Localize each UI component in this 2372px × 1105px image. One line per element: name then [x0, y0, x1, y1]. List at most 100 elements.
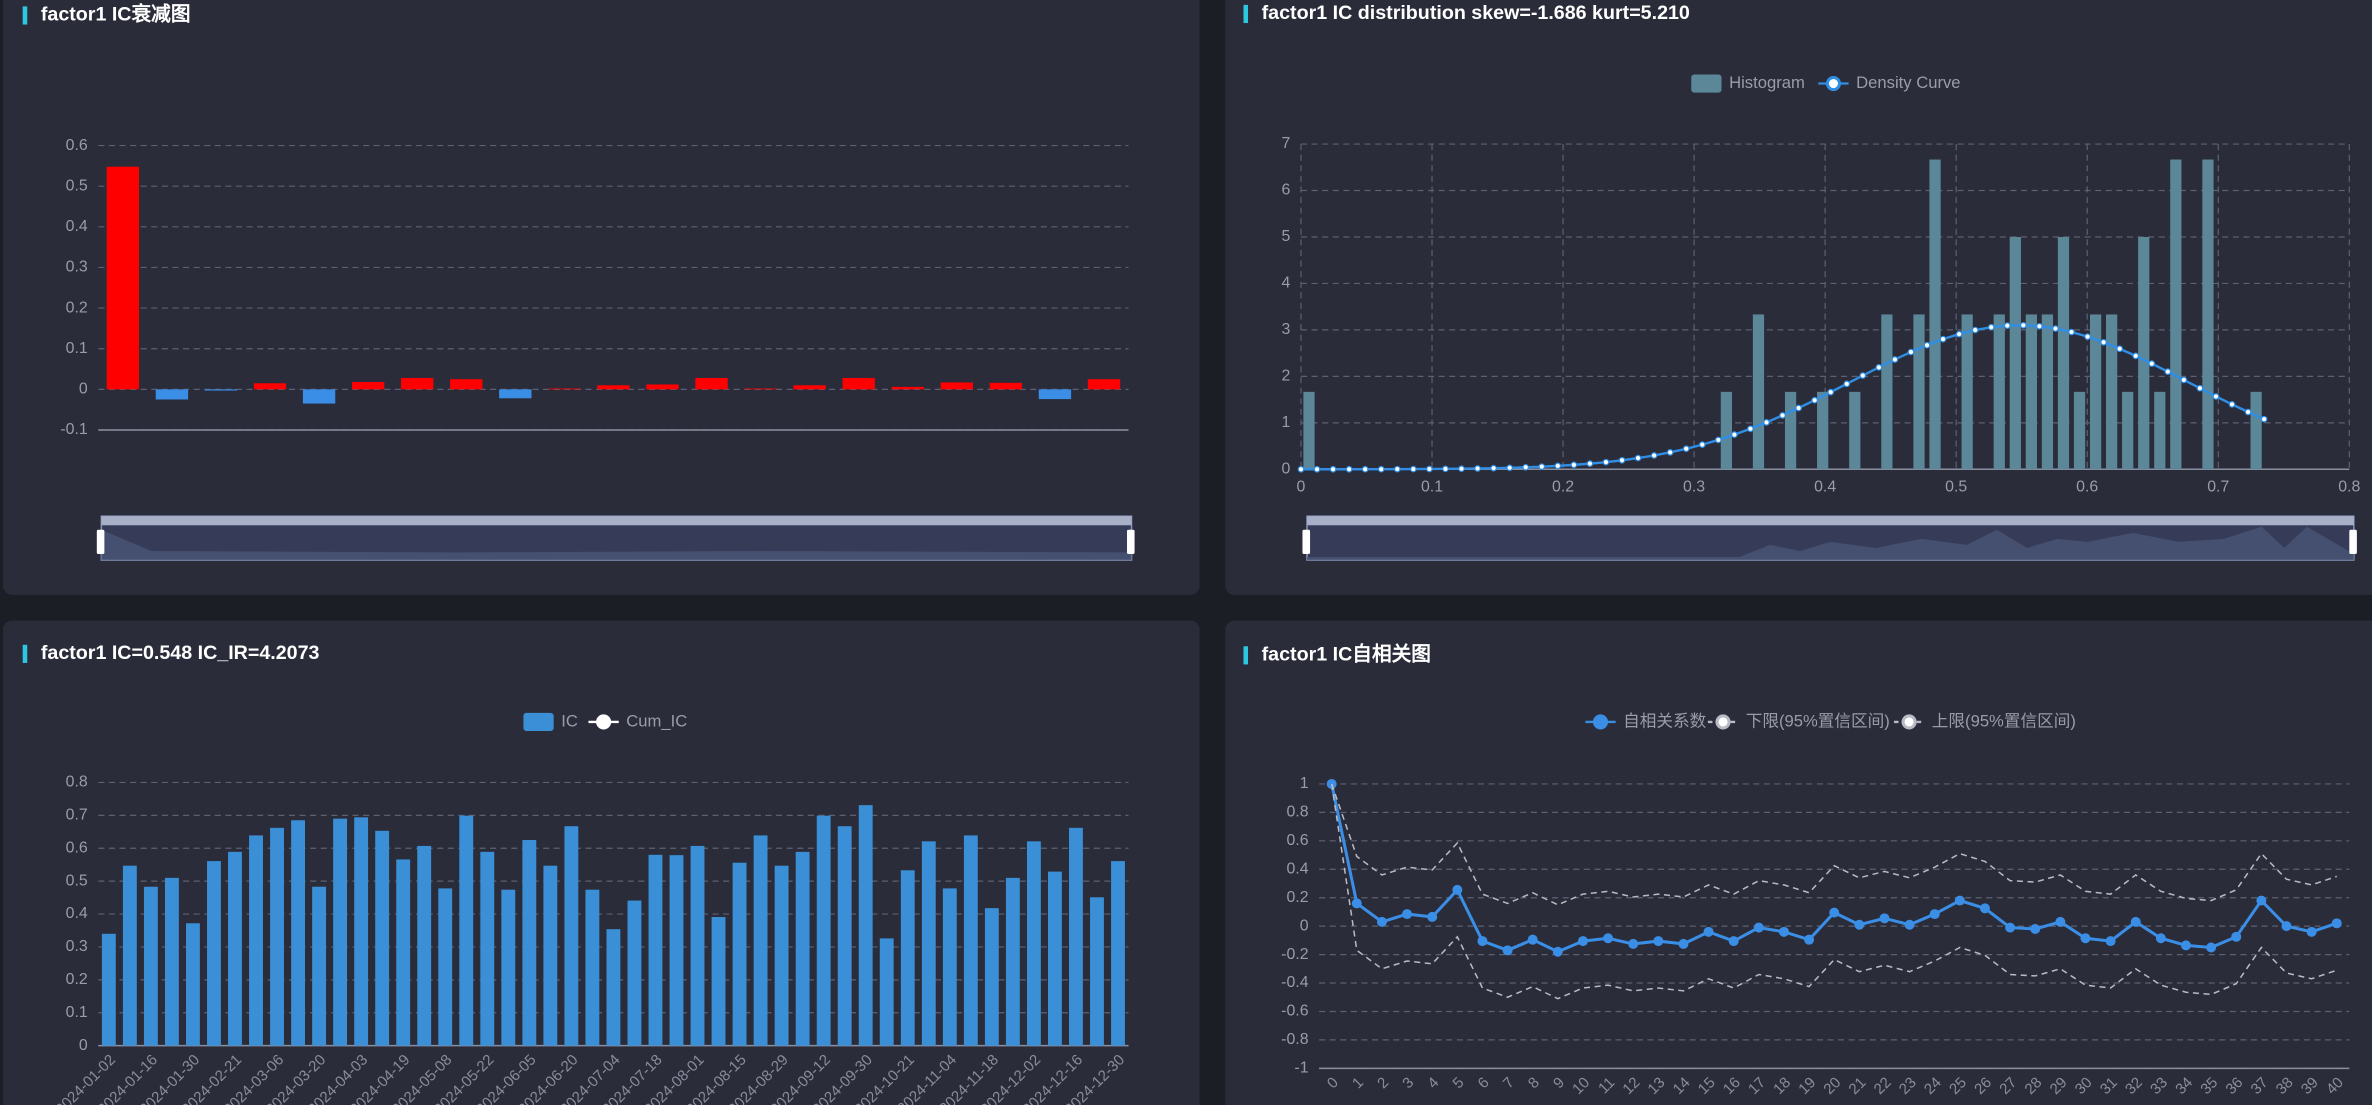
- point: [1678, 938, 1689, 949]
- bar: [143, 886, 158, 1046]
- y-tick-label: -0.4: [1281, 974, 1309, 991]
- bar: [753, 835, 768, 1046]
- y-tick-label: 0: [1282, 460, 1291, 477]
- point: [2231, 931, 2242, 942]
- bar: [564, 826, 579, 1046]
- slider-preview: [101, 529, 1132, 561]
- slider-handle[interactable]: [96, 529, 105, 555]
- x-tick-label: 20: [1821, 1074, 1845, 1098]
- slider-bar[interactable]: [1307, 516, 2354, 526]
- legend-label: 上限(95%置信区间): [1932, 711, 2076, 730]
- curve-point: [2212, 393, 2220, 400]
- curve-point: [1811, 396, 1818, 404]
- histogram-bar: [1881, 314, 1893, 470]
- bar: [1069, 827, 1083, 1046]
- point: [1402, 909, 1413, 920]
- panel: [1225, 0, 2372, 595]
- curve-point: [1602, 458, 1610, 466]
- bar: [1038, 389, 1072, 400]
- curve-point: [1907, 348, 1915, 356]
- legend-marker: [596, 714, 612, 730]
- x-tick-label: 24: [1921, 1074, 1945, 1098]
- chart-title: factor1 IC distribution skew=-1.686 kurt…: [1262, 2, 1690, 24]
- bar: [940, 382, 974, 390]
- point: [2030, 924, 2041, 934]
- x-tick-label: 12: [1619, 1074, 1643, 1098]
- point: [1703, 926, 1714, 937]
- point: [2130, 916, 2141, 927]
- chart-title: factor1 IC自相关图: [1262, 643, 1431, 666]
- bar: [842, 377, 875, 390]
- point: [2055, 916, 2066, 927]
- curve-point: [2116, 345, 2123, 353]
- y-tick-label: -0.8: [1281, 1031, 1309, 1048]
- bar: [963, 835, 978, 1046]
- bar: [606, 929, 621, 1046]
- bar: [354, 817, 369, 1046]
- bar: [207, 861, 221, 1046]
- curve-point: [1570, 461, 1578, 469]
- curve-point: [1361, 465, 1369, 473]
- y-tick-label: 0: [79, 1037, 88, 1054]
- slider-handle[interactable]: [2349, 529, 2357, 555]
- point: [2105, 936, 2116, 947]
- chart-title: factor1 IC衰减图: [41, 3, 191, 26]
- slider-handle[interactable]: [1302, 529, 1311, 555]
- curve-point: [1875, 364, 1883, 371]
- curve-point: [2132, 352, 2140, 360]
- point: [1477, 936, 1488, 947]
- point: [1804, 934, 1815, 945]
- y-tick-label: 0.4: [66, 905, 88, 922]
- curve-point: [1827, 388, 1835, 396]
- point: [1376, 916, 1387, 927]
- point: [1753, 922, 1764, 933]
- curve-point: [1971, 326, 1979, 334]
- zoom-slider[interactable]: [1302, 515, 2357, 561]
- curve-point: [2084, 333, 2091, 340]
- x-tick-label: 21: [1846, 1074, 1870, 1098]
- bar: [942, 888, 957, 1046]
- slider-handle[interactable]: [1127, 529, 1135, 555]
- panel: [3, 0, 1200, 595]
- bar: [1087, 379, 1121, 390]
- zoom-slider[interactable]: [96, 515, 1135, 561]
- y-tick-label: 0.1: [66, 340, 88, 357]
- histogram-bar: [2154, 391, 2166, 470]
- curve-point: [1763, 419, 1770, 426]
- bar: [858, 805, 873, 1046]
- curve-point: [1859, 372, 1867, 379]
- histogram-bar: [2025, 314, 2037, 470]
- histogram-bar: [2250, 391, 2262, 470]
- curve-point: [1939, 335, 1947, 343]
- point: [2155, 933, 2166, 944]
- x-tick-label: 0.3: [1683, 479, 1705, 496]
- point: [1603, 933, 1614, 944]
- curve-point: [2180, 376, 2188, 384]
- legend-swatch: [1691, 74, 1722, 93]
- y-tick-label: 0.6: [66, 839, 88, 856]
- histogram-bar: [1752, 314, 1765, 470]
- bar: [499, 389, 532, 399]
- bar: [1047, 871, 1062, 1046]
- bar: [711, 917, 726, 1046]
- curve-point: [2228, 401, 2236, 408]
- slider-bar[interactable]: [101, 516, 1132, 526]
- y-tick-label: 0.3: [66, 938, 88, 955]
- y-tick-label: 0.6: [66, 137, 88, 154]
- curve-point: [2003, 322, 2011, 329]
- y-tick-label: 1: [1300, 775, 1309, 792]
- y-tick-label: 0.2: [66, 299, 88, 316]
- histogram-bar: [2122, 391, 2134, 470]
- x-tick-label: 34: [2172, 1074, 2196, 1098]
- bar: [732, 862, 747, 1046]
- point: [1954, 895, 1965, 906]
- x-tick-label: 33: [2147, 1074, 2171, 1098]
- point: [1628, 938, 1639, 949]
- x-tick-label: 16: [1720, 1074, 1744, 1098]
- curve-point: [1634, 454, 1642, 462]
- bar: [480, 851, 495, 1046]
- curve-point: [2020, 321, 2027, 329]
- bar: [438, 888, 453, 1046]
- point: [1879, 913, 1890, 924]
